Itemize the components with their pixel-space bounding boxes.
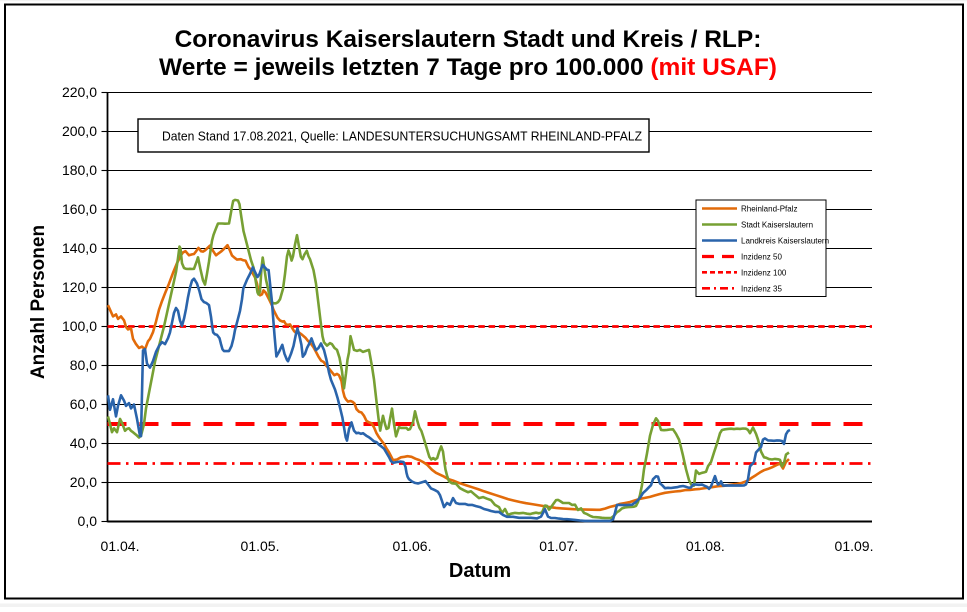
svg-text:40,0: 40,0 (70, 435, 97, 451)
svg-text:20,0: 20,0 (70, 474, 97, 490)
svg-text:Anzahl Personen: Anzahl Personen (28, 225, 49, 379)
svg-text:Werte = jeweils letzten 7 Tage: Werte = jeweils letzten 7 Tage pro 100.0… (159, 54, 777, 81)
svg-text:Rheinland-Pfalz: Rheinland-Pfalz (741, 205, 797, 214)
svg-text:01.08.: 01.08. (686, 538, 725, 554)
svg-text:01.06.: 01.06. (393, 538, 432, 554)
svg-text:Coronavirus Kaiserslautern Sta: Coronavirus Kaiserslautern Stadt und Kre… (175, 26, 762, 53)
svg-text:Inzidenz 100: Inzidenz 100 (741, 268, 787, 277)
svg-text:01.05.: 01.05. (241, 538, 280, 554)
svg-text:Stadt Kaiserslautern: Stadt Kaiserslautern (741, 221, 813, 230)
svg-text:140,0: 140,0 (62, 240, 97, 256)
svg-text:80,0: 80,0 (70, 357, 97, 373)
svg-text:60,0: 60,0 (70, 396, 97, 412)
svg-text:01.04.: 01.04. (101, 538, 140, 554)
svg-text:Daten Stand 17.08.2021, Quelle: Daten Stand 17.08.2021, Quelle: LANDESUN… (162, 129, 642, 144)
svg-text:Datum: Datum (449, 560, 511, 582)
svg-text:180,0: 180,0 (62, 162, 97, 178)
svg-text:01.07.: 01.07. (539, 538, 578, 554)
svg-text:160,0: 160,0 (62, 201, 97, 217)
svg-text:Inzidenz 50: Inzidenz 50 (741, 253, 782, 262)
svg-text:100,0: 100,0 (62, 318, 97, 334)
svg-text:Landkreis Kaiserslautern: Landkreis Kaiserslautern (741, 237, 829, 246)
svg-text:220,0: 220,0 (62, 84, 97, 100)
svg-text:200,0: 200,0 (62, 123, 97, 139)
svg-text:01.09.: 01.09. (835, 538, 874, 554)
svg-text:120,0: 120,0 (62, 279, 97, 295)
svg-text:0,0: 0,0 (78, 513, 98, 529)
svg-text:Inzidenz 35: Inzidenz 35 (741, 284, 782, 293)
